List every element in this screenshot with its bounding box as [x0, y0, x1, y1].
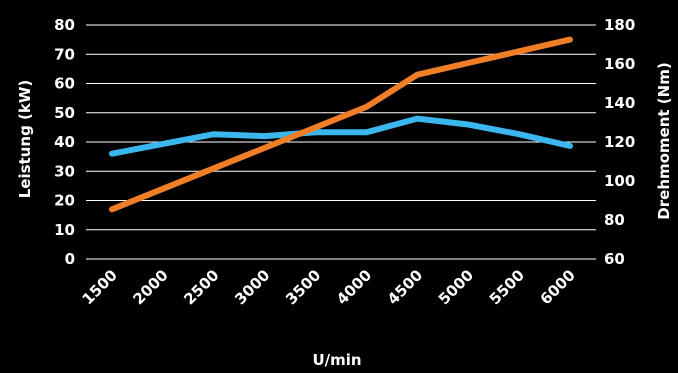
right-tick-label: 80 — [604, 211, 625, 229]
x-tick-label: 3500 — [282, 266, 324, 308]
left-axis-title: Leistung (kW) — [16, 80, 34, 199]
left-tick-label: 30 — [54, 162, 75, 180]
x-tick-label: 4000 — [333, 266, 375, 308]
left-tick-label: 80 — [54, 16, 75, 34]
drehmoment-series-line — [109, 115, 573, 157]
x-axis-title: U/min — [312, 351, 361, 369]
right-axis-ticks: 60 80 100 120 140 160 180 — [604, 16, 635, 268]
right-axis-title: Drehmoment (Nm) — [655, 62, 673, 219]
left-tick-label: 50 — [54, 104, 75, 122]
x-tick-label: 2000 — [129, 266, 171, 308]
left-tick-label: 0 — [65, 250, 75, 268]
right-tick-label: 120 — [604, 133, 635, 151]
x-tick-label: 4500 — [384, 266, 426, 308]
right-tick-label: 140 — [604, 94, 635, 112]
right-tick-label: 60 — [604, 250, 625, 268]
series-layer — [109, 36, 573, 213]
right-tick-label: 100 — [604, 172, 635, 190]
right-tick-label: 160 — [604, 55, 635, 73]
right-tick-label: 180 — [604, 16, 635, 34]
leistung-series-line — [109, 36, 573, 213]
x-tick-label: 2500 — [180, 266, 222, 308]
x-tick-label: 6000 — [537, 266, 579, 308]
left-tick-label: 20 — [54, 192, 75, 210]
left-tick-label: 10 — [54, 221, 75, 239]
x-axis-ticks: 1500 2000 2500 3000 3500 4000 4500 5000 5500 6000 — [79, 266, 579, 308]
left-axis-ticks: 0 10 20 30 40 50 60 70 80 — [54, 16, 75, 268]
x-tick-label: 1500 — [79, 266, 121, 308]
x-tick-label: 5500 — [486, 266, 528, 308]
x-tick-label: 5000 — [435, 266, 477, 308]
left-tick-label: 60 — [54, 75, 75, 93]
left-tick-label: 70 — [54, 45, 75, 63]
x-tick-label: 3000 — [231, 266, 273, 308]
left-tick-label: 40 — [54, 133, 75, 151]
